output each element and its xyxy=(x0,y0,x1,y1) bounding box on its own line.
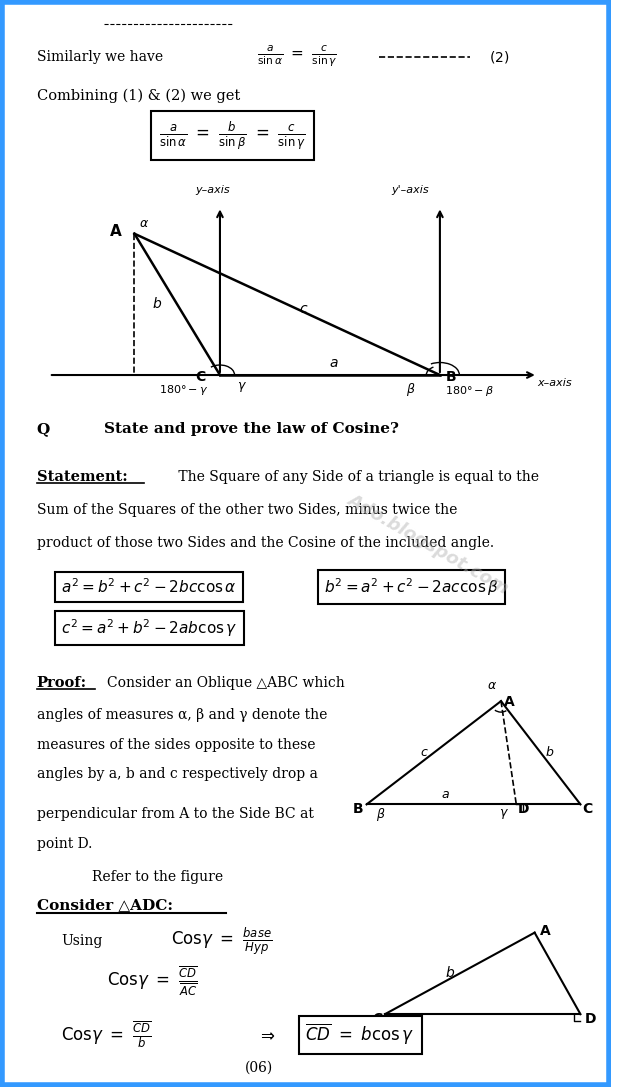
Text: product of those two Sides and the Cosine of the included angle.: product of those two Sides and the Cosin… xyxy=(36,536,494,550)
Text: Sum of the Squares of the other two Sides, minus twice the: Sum of the Squares of the other two Side… xyxy=(36,503,457,517)
Text: Ado.blogspot.com: Ado.blogspot.com xyxy=(344,490,511,597)
Text: c: c xyxy=(420,747,427,759)
Text: Similarly we have: Similarly we have xyxy=(36,50,163,63)
Text: A: A xyxy=(110,224,122,239)
Text: Consider △ADC:: Consider △ADC: xyxy=(36,898,173,912)
Text: A: A xyxy=(504,695,515,709)
Text: measures of the sides opposite to these: measures of the sides opposite to these xyxy=(36,738,315,752)
Text: $\gamma$: $\gamma$ xyxy=(499,808,509,822)
Text: B: B xyxy=(353,802,364,816)
Text: b: b xyxy=(546,747,553,759)
Text: y–axis: y–axis xyxy=(195,185,230,196)
Text: $180°-\gamma$: $180°-\gamma$ xyxy=(159,383,208,397)
Text: y'–axis: y'–axis xyxy=(391,185,429,196)
Text: angles by a, b and c respectively drop a: angles by a, b and c respectively drop a xyxy=(36,767,318,782)
Text: x–axis: x–axis xyxy=(538,378,572,388)
Text: State and prove the law of Cosine?: State and prove the law of Cosine? xyxy=(104,423,399,436)
Text: c: c xyxy=(300,302,307,316)
Text: Refer to the figure: Refer to the figure xyxy=(92,870,223,884)
Text: $b^2 = a^2 + c^2 - 2ac\cos\beta$: $b^2 = a^2 + c^2 - 2ac\cos\beta$ xyxy=(324,576,499,598)
Text: The Square of any Side of a triangle is equal to the: The Square of any Side of a triangle is … xyxy=(174,470,539,484)
Text: D: D xyxy=(518,802,530,816)
Text: b: b xyxy=(445,966,454,980)
Text: $\mathrm{Cos}\gamma\ =\ \frac{base}{Hyp}$: $\mathrm{Cos}\gamma\ =\ \frac{base}{Hyp}… xyxy=(171,925,273,958)
Text: B: B xyxy=(446,370,457,384)
Text: $c^2 = a^2 + b^2 - 2ab\cos\gamma$: $c^2 = a^2 + b^2 - 2ab\cos\gamma$ xyxy=(61,617,237,639)
Text: (06): (06) xyxy=(244,1061,273,1074)
Text: perpendicular from A to the Side BC at: perpendicular from A to the Side BC at xyxy=(36,807,313,821)
Text: point D.: point D. xyxy=(36,837,92,851)
Text: $\beta$: $\beta$ xyxy=(376,805,386,823)
Text: $\gamma$: $\gamma$ xyxy=(237,380,247,393)
Text: $\overline{CD}\ =\ b\cos\gamma$: $\overline{CD}\ =\ b\cos\gamma$ xyxy=(305,1022,415,1048)
Text: A: A xyxy=(539,924,550,938)
Text: Proof:: Proof: xyxy=(36,676,87,690)
Text: C: C xyxy=(582,802,593,816)
Text: $\mathrm{Cos}\gamma\ =\ \frac{\overline{CD}}{\overline{AC}}$: $\mathrm{Cos}\gamma\ =\ \frac{\overline{… xyxy=(107,964,197,997)
Text: C: C xyxy=(195,370,206,384)
Text: Combining (1) & (2) we get: Combining (1) & (2) we get xyxy=(36,88,240,103)
Text: Statement:: Statement: xyxy=(36,470,127,484)
Text: Using: Using xyxy=(61,935,102,948)
Text: C: C xyxy=(372,1012,382,1026)
Text: Q: Q xyxy=(36,423,50,436)
Text: a: a xyxy=(441,788,449,801)
Text: $\frac{a}{\sin\alpha}\ =\ \frac{c}{\sin\gamma}$: $\frac{a}{\sin\alpha}\ =\ \frac{c}{\sin\… xyxy=(257,43,337,70)
Text: D: D xyxy=(584,1012,596,1026)
Text: $\gamma$: $\gamma$ xyxy=(392,1017,403,1032)
Text: $(2)$: $(2)$ xyxy=(489,49,509,64)
Text: $180°-\beta$: $180°-\beta$ xyxy=(445,384,494,398)
Text: angles of measures α, β and γ denote the: angles of measures α, β and γ denote the xyxy=(36,708,327,722)
Text: Consider an Oblique △ABC which: Consider an Oblique △ABC which xyxy=(107,676,345,690)
Text: $\alpha$: $\alpha$ xyxy=(487,678,497,691)
Text: $\mathrm{Cos}\gamma\ =\ \frac{\overline{CD}}{b}$: $\mathrm{Cos}\gamma\ =\ \frac{\overline{… xyxy=(61,1020,152,1050)
Text: $\beta$: $\beta$ xyxy=(406,380,416,398)
Text: a: a xyxy=(330,357,338,370)
Text: $\alpha$: $\alpha$ xyxy=(139,217,149,230)
Text: b: b xyxy=(153,298,161,311)
Text: $\Rightarrow$: $\Rightarrow$ xyxy=(257,1026,275,1044)
Text: $a^2 = b^2 + c^2 - 2bc\cos\alpha$: $a^2 = b^2 + c^2 - 2bc\cos\alpha$ xyxy=(61,577,237,597)
Text: $\frac{a}{\sin\alpha}\ =\ \frac{b}{\sin\beta}\ =\ \frac{c}{\sin\gamma}$: $\frac{a}{\sin\alpha}\ =\ \frac{b}{\sin\… xyxy=(159,120,306,152)
